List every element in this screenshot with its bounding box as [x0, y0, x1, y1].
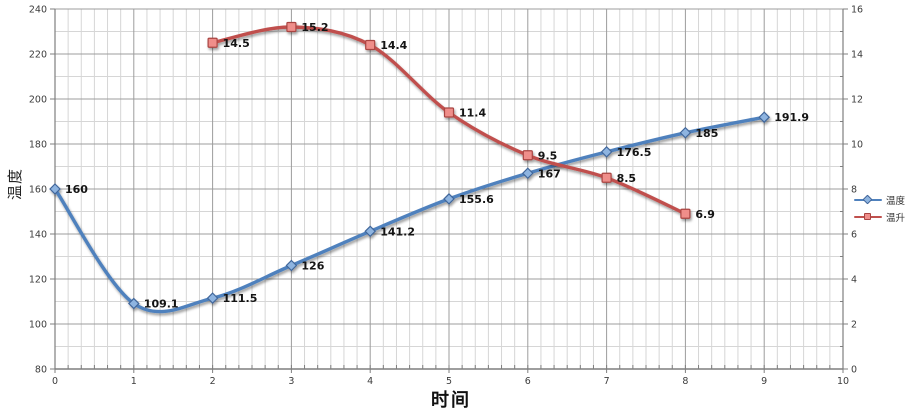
svg-text:12: 12 — [851, 95, 863, 106]
data-labels-temperature: 160 109.1 111.5 126 141.2 155.6 167 176.5 185 191… — [65, 111, 809, 310]
y-axis-title: 温度 — [6, 168, 24, 201]
data-label-temperature-rise: 14.4 — [380, 39, 407, 52]
svg-text:140: 140 — [29, 230, 47, 241]
data-label-temperature: 160 — [65, 183, 88, 196]
legend-label-temperature: 温度 — [886, 195, 906, 207]
svg-text:3: 3 — [288, 376, 294, 387]
svg-text:10: 10 — [851, 140, 863, 151]
data-point-temperature — [127, 297, 140, 310]
svg-text:4: 4 — [367, 376, 373, 387]
svg-text:240: 240 — [29, 5, 47, 16]
data-point-temperature — [521, 167, 534, 180]
svg-text:80: 80 — [35, 365, 47, 376]
data-label-temperature: 167 — [538, 167, 561, 180]
data-label-temperature: 109.1 — [144, 298, 179, 311]
legend: 温度 温升 — [854, 192, 905, 224]
data-label-temperature: 111.5 — [223, 292, 258, 305]
temperature-rise-series-icon — [854, 212, 882, 222]
data-point-temperature-rise — [365, 39, 376, 51]
legend-item-temperature-rise: 温升 — [854, 209, 905, 224]
data-point-temperature-rise — [286, 21, 297, 33]
svg-text:10: 10 — [837, 376, 849, 387]
svg-text:0: 0 — [52, 376, 58, 387]
svg-text:6: 6 — [525, 376, 531, 387]
series-line-temperature — [53, 115, 766, 314]
data-point-temperature — [443, 193, 455, 205]
svg-text:200: 200 — [29, 95, 47, 106]
data-labels-temperature-rise: 14.5 15.2 14.4 11.4 9.5 8.5 6.9 — [223, 21, 715, 221]
data-point-temperature-rise — [443, 107, 455, 118]
svg-text:6: 6 — [851, 230, 857, 241]
svg-text:8: 8 — [851, 185, 857, 196]
data-label-temperature-rise: 8.5 — [617, 172, 637, 185]
series-temperature — [49, 111, 771, 314]
data-point-temperature-rise — [207, 37, 218, 48]
data-point-temperature — [600, 146, 613, 158]
data-label-temperature-rise: 6.9 — [695, 208, 715, 221]
y-axis-left-tick-labels: 80 100 120 140 160 180 200 220 240 — [29, 5, 47, 376]
svg-text:2: 2 — [210, 376, 216, 387]
svg-text:4: 4 — [851, 275, 857, 286]
y-axis-right-tick-labels: 0 2 4 6 8 10 12 14 16 — [851, 5, 863, 376]
data-point-temperature — [49, 183, 61, 195]
data-label-temperature-rise: 11.4 — [459, 107, 486, 120]
series-temperature-rise — [207, 21, 691, 219]
data-label-temperature: 185 — [695, 127, 718, 140]
svg-text:2: 2 — [851, 320, 857, 331]
svg-text:7: 7 — [604, 376, 610, 387]
svg-text:1: 1 — [131, 376, 137, 387]
data-label-temperature: 191.9 — [774, 111, 809, 124]
svg-text:5: 5 — [446, 376, 452, 387]
svg-text:160: 160 — [29, 185, 47, 196]
svg-text:9: 9 — [761, 376, 767, 387]
legend-label-temperature-rise: 温升 — [886, 212, 906, 224]
svg-text:100: 100 — [29, 320, 47, 331]
data-label-temperature: 126 — [301, 260, 324, 273]
data-label-temperature: 141.2 — [380, 225, 415, 238]
data-point-temperature — [285, 259, 298, 272]
data-point-temperature — [206, 292, 219, 304]
data-point-temperature-rise — [601, 172, 612, 183]
data-point-temperature — [364, 225, 377, 238]
data-label-temperature-rise: 14.5 — [223, 37, 250, 50]
data-label-temperature: 176.5 — [617, 146, 652, 159]
data-point-temperature-rise — [522, 150, 533, 161]
data-label-temperature: 155.6 — [459, 193, 494, 206]
x-axis-tick-labels: 0 1 2 3 4 5 6 7 8 9 10 — [52, 376, 849, 387]
svg-text:8: 8 — [682, 376, 688, 387]
data-label-temperature-rise: 15.2 — [301, 21, 328, 34]
data-label-temperature-rise: 9.5 — [538, 149, 558, 162]
svg-text:120: 120 — [29, 275, 47, 286]
x-axis-title: 时间 — [431, 390, 471, 411]
svg-text:0: 0 — [851, 365, 857, 376]
data-point-temperature — [679, 126, 692, 139]
data-point-temperature-rise — [680, 208, 691, 219]
svg-text:16: 16 — [851, 5, 863, 16]
svg-text:180: 180 — [29, 140, 47, 151]
svg-text:14: 14 — [851, 50, 863, 61]
temperature-series-icon — [854, 194, 882, 205]
svg-text:220: 220 — [29, 50, 47, 61]
data-point-temperature — [758, 111, 771, 124]
axes — [50, 8, 848, 373]
legend-item-temperature: 温度 — [854, 192, 905, 207]
